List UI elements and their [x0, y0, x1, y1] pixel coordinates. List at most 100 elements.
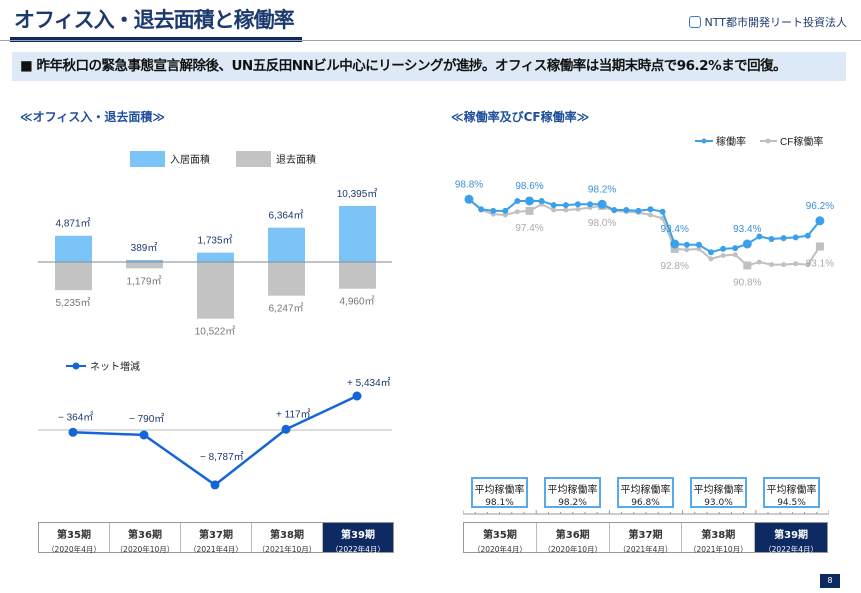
cf-occupancy-point	[805, 262, 811, 268]
cf-occupancy-point	[684, 247, 690, 253]
occupancy-label: 93.4%	[733, 224, 761, 235]
occupancy-point	[732, 245, 739, 252]
occupancy-point	[623, 207, 630, 214]
occupancy-point	[525, 196, 534, 206]
occupancy-point	[597, 199, 607, 209]
cf-occupancy-point	[575, 206, 581, 212]
occupancy-label: 93.4%	[661, 224, 689, 235]
average-rate-value: 94.5%	[777, 498, 806, 508]
period-label: 第38期	[270, 530, 304, 541]
bar-data-label: 5,235㎡	[55, 297, 90, 309]
bar-data-label: 10,522㎡	[195, 326, 236, 338]
occupancy-point	[611, 207, 618, 214]
period-cell: 第36期 （2020年10月）	[537, 523, 610, 554]
bar-data-label: 10,395㎡	[337, 188, 378, 200]
bar-data-label: 6,364㎡	[268, 210, 303, 222]
move-in-bar	[55, 235, 92, 262]
net-change-point	[352, 391, 362, 401]
period-date: （2020年4月）	[472, 545, 527, 554]
cf-occupancy-label: 93.1%	[806, 258, 834, 269]
average-rate-value: 98.1%	[485, 498, 514, 508]
period-label: 第39期	[341, 530, 375, 541]
move-out-bar	[339, 262, 376, 289]
occupancy-point	[780, 235, 787, 242]
cf-occupancy-point	[670, 244, 679, 253]
occupancy-point	[464, 194, 474, 204]
occupancy-point	[720, 245, 727, 252]
period-date: （2022年4月）	[331, 545, 385, 554]
average-rate-box: 平均稼働率 96.8%	[617, 477, 674, 508]
net-change-point	[281, 424, 291, 434]
occupancy-point	[815, 216, 825, 226]
average-rate-box: 平均稼働率 93.0%	[690, 477, 747, 508]
occupancy-point	[635, 207, 642, 214]
average-rate-value: 96.8%	[631, 498, 660, 508]
move-out-bar	[197, 262, 234, 319]
cf-occupancy-point	[696, 246, 702, 252]
period-cell: 第37期 （2021年4月）	[610, 523, 683, 554]
period-cell: 第35期 （2020年4月）	[39, 523, 110, 554]
period-date: （2020年4月）	[47, 545, 101, 554]
move-in-bar	[197, 252, 234, 262]
period-cell: 第39期 （2022年4月）	[323, 523, 393, 554]
period-cell: 第39期 （2022年4月）	[755, 523, 827, 554]
legend-label: CF稼働率	[780, 135, 823, 148]
cf-occupancy-point	[815, 242, 824, 251]
legend-label: 退去面積	[276, 153, 316, 166]
move-out-bar	[55, 262, 92, 291]
title-underline	[10, 37, 302, 42]
average-rate-label: 平均稼働率	[474, 485, 525, 496]
cf-occupancy-point	[781, 262, 787, 268]
period-label: 第36期	[128, 530, 162, 541]
average-rate-label: 平均稼働率	[547, 485, 598, 496]
cf-occupancy-point	[708, 256, 714, 262]
summary-banner: ■ 昨年秋口の緊急事態宣言解除後、UN五反田NNビル中心にリーシングが進捗。オフ…	[12, 52, 846, 81]
net-change-label: + 5,434㎡	[347, 377, 391, 389]
cf-occupancy-point	[793, 261, 799, 267]
occupancy-point	[587, 201, 593, 208]
average-rate-label: 平均稼働率	[766, 485, 817, 496]
cf-occupancy-point	[525, 206, 534, 215]
occupancy-label: 98.6%	[515, 181, 543, 192]
occupancy-point	[538, 197, 545, 204]
occupancy-point	[695, 241, 702, 248]
left-section-heading: ≪オフィス入・退去面積≫	[20, 110, 165, 124]
average-rate-label: 平均稼働率	[693, 485, 744, 496]
move-in-bar	[339, 205, 376, 262]
period-date: （2022年4月）	[764, 545, 819, 554]
average-rate-box: 平均稼働率 98.1%	[471, 477, 528, 508]
cf-occupancy-label: 98.0%	[588, 218, 616, 229]
period-label: 第35期	[482, 530, 517, 541]
cf-occupancy-label: 97.4%	[515, 223, 543, 234]
period-label: 第37期	[199, 530, 233, 541]
cf-occupancy-point	[514, 209, 520, 215]
occupancy-point	[708, 249, 714, 256]
period-table-right: 第35期 （2020年4月） 第36期 （2020年10月） 第37期 （2021年4月）…	[463, 522, 828, 554]
period-label: 第37期	[628, 530, 663, 541]
period-label: 第38期	[701, 530, 736, 541]
occupancy-label: 96.2%	[806, 201, 834, 212]
period-table-left: 第35期 （2020年4月） 第36期 （2020年10月） 第37期 （2021年4月）…	[38, 522, 394, 554]
average-rate-value: 93.0%	[704, 498, 733, 508]
period-date: （2020年10月）	[115, 545, 175, 554]
period-cell: 第35期 （2020年4月）	[464, 523, 537, 554]
average-rate-box: 平均稼働率 94.5%	[763, 477, 820, 508]
occupancy-point	[478, 206, 485, 213]
cf-occupancy-point	[769, 262, 774, 268]
net-change-label: − 364㎡	[58, 411, 93, 423]
period-label: 第36期	[555, 530, 590, 541]
occupancy-label: 98.2%	[588, 184, 616, 195]
occupancy-point	[756, 233, 763, 240]
occupancy-point	[659, 208, 666, 215]
cf-occupancy-point	[648, 212, 653, 218]
net-change-label: − 790㎡	[129, 413, 164, 425]
legend-marker	[72, 362, 80, 370]
cf-occupancy-point	[551, 207, 557, 213]
cf-occupancy-point	[756, 259, 762, 265]
legend-marker	[701, 138, 707, 144]
legend-label: 入居面積	[170, 153, 210, 166]
period-date: （2021年4月）	[618, 545, 673, 554]
occupancy-point	[514, 197, 521, 204]
bar-data-label: 4,960㎡	[339, 296, 374, 308]
occupancy-point	[742, 239, 752, 249]
